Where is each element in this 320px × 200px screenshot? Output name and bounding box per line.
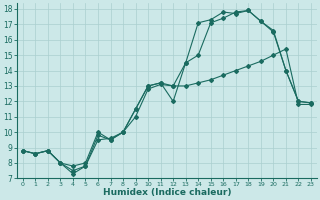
X-axis label: Humidex (Indice chaleur): Humidex (Indice chaleur) [103, 188, 231, 197]
